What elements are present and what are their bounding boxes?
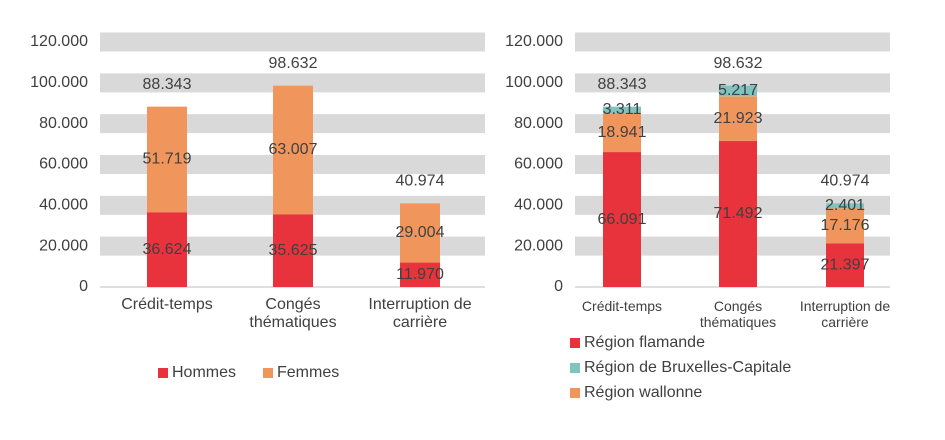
data-label: 2.401	[825, 197, 865, 214]
bar-segment	[400, 203, 440, 263]
data-label: 71.492	[714, 205, 763, 222]
bar-segment	[719, 96, 757, 142]
legend-label: Région flamande	[584, 334, 705, 351]
y-tick-label: 80.000	[39, 115, 88, 132]
x-tick-label: Interruption de carrière	[368, 296, 472, 332]
bar-segment	[147, 106, 187, 213]
bar-segment	[273, 214, 313, 287]
legend-label: Hommes	[172, 364, 236, 381]
y-tick-label: 20.000	[39, 237, 88, 254]
y-tick-label: 20.000	[514, 237, 563, 254]
total-label: 40.974	[396, 173, 445, 190]
legend-label: Région de Bruxelles-Capitale	[584, 359, 791, 376]
x-tick-label: Crédit-temps	[581, 298, 663, 314]
data-label: 18.941	[598, 124, 647, 141]
total-label: 40.974	[821, 173, 870, 190]
legend-swatch	[263, 368, 273, 378]
y-tick-label: 0	[554, 278, 563, 295]
x-tick-label: Crédit-temps	[121, 296, 213, 313]
bar-segment	[826, 208, 864, 244]
legend-label: Femmes	[277, 364, 339, 381]
bar-segment	[603, 106, 641, 114]
x-tick-label: Congés thématiques	[249, 296, 337, 332]
bar-segment	[826, 203, 864, 209]
total-label: 88.343	[598, 76, 647, 93]
x-tick-label: Interruption de carrière	[799, 298, 891, 331]
y-tick-label: 100.000	[505, 74, 563, 91]
bar-segment	[400, 262, 440, 287]
data-label: 3.311	[603, 101, 642, 118]
bar-segment	[719, 141, 757, 287]
bar-segment	[719, 85, 757, 97]
bar-segment	[603, 113, 641, 153]
data-label: 36.624	[143, 241, 192, 258]
y-tick-label: 100.000	[30, 74, 88, 91]
data-label: 35.625	[269, 242, 318, 259]
data-label: 21.923	[714, 110, 763, 127]
total-label: 98.632	[714, 55, 763, 72]
y-tick-label: 40.000	[39, 197, 88, 214]
legend-swatch	[570, 363, 580, 373]
bar-segment	[826, 243, 864, 287]
legend-label: Région wallonne	[584, 384, 702, 401]
data-label: 29.004	[396, 224, 445, 241]
y-tick-label: 60.000	[514, 156, 563, 173]
legend-swatch	[570, 388, 580, 398]
bar-segment	[273, 85, 313, 215]
total-label: 88.343	[143, 76, 192, 93]
y-tick-label: 40.000	[514, 197, 563, 214]
y-tick-label: 120.000	[30, 33, 88, 50]
total-label: 98.632	[269, 55, 318, 72]
data-label: 66.091	[598, 211, 647, 228]
y-tick-label: 0	[79, 278, 88, 295]
data-label: 11.970	[396, 266, 444, 283]
data-label: 63.007	[269, 141, 318, 158]
y-tick-label: 60.000	[39, 156, 88, 173]
bar-segment	[603, 152, 641, 287]
y-tick-label: 120.000	[505, 33, 563, 50]
data-label: 17.176	[821, 217, 870, 234]
y-tick-label: 80.000	[514, 115, 563, 132]
bar-segment	[147, 212, 187, 287]
data-label: 51.719	[143, 151, 192, 168]
legend-swatch	[158, 368, 168, 378]
legend-swatch	[570, 338, 580, 348]
data-label: 21.397	[821, 256, 870, 273]
x-tick-label: Congés thématiques	[699, 298, 777, 331]
data-label: 5.217	[718, 82, 758, 99]
